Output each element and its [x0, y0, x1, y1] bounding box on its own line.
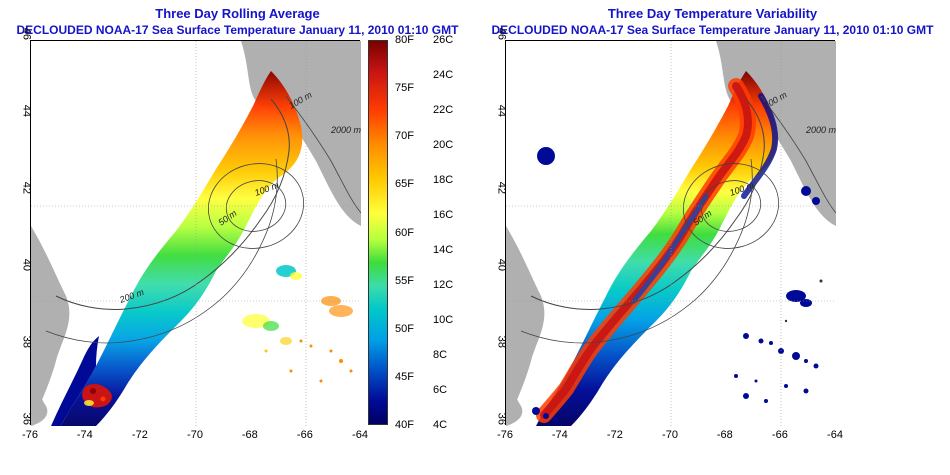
left-colorbar[interactable] — [368, 40, 388, 425]
left-map[interactable]: 50 m 100 m 100 m 200 m 2000 m — [30, 40, 360, 425]
right-map-svg: 50 m 100 m 100 m 2000 m — [506, 41, 836, 426]
left-colorbar-gradient — [368, 40, 388, 425]
left-title-main: Three Day Rolling Average — [8, 6, 467, 21]
left-x-axis: -76 -74 -72 -70 -68 -66 -64 — [30, 427, 360, 447]
right-title-sub: DECLOUDED NOAA-17 Sea Surface Temperatur… — [483, 23, 942, 37]
svg-text:2000 m: 2000 m — [330, 125, 361, 135]
left-title-block: Three Day Rolling Average DECLOUDED NOAA… — [8, 6, 467, 37]
left-map-svg: 50 m 100 m 100 m 200 m 2000 m — [31, 41, 361, 426]
right-title-main: Three Day Temperature Variability — [483, 6, 942, 21]
rolling-average-panel: Three Day Rolling Average DECLOUDED NOAA… — [0, 0, 475, 475]
right-x-axis: -76 -74 -72 -70 -68 -66 -64 — [505, 427, 835, 447]
left-y-axis: 46 44 42 40 38 36 — [2, 40, 28, 425]
right-map[interactable]: 50 m 100 m 100 m 2000 m — [505, 40, 835, 425]
right-title-block: Three Day Temperature Variability DECLOU… — [483, 6, 942, 37]
right-y-axis: 46 44 42 40 38 36 — [477, 40, 503, 425]
variability-panel: Three Day Temperature Variability DECLOU… — [475, 0, 950, 475]
svg-text:2000 m: 2000 m — [805, 125, 836, 135]
